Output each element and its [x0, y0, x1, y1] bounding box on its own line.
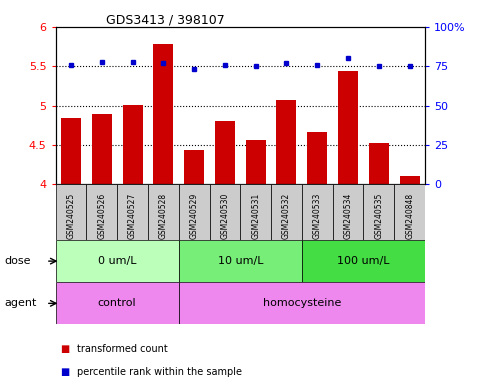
Text: 100 um/L: 100 um/L — [337, 256, 390, 266]
Bar — [56, 282, 179, 324]
Bar — [276, 100, 297, 184]
Bar — [369, 143, 389, 184]
Bar — [56, 240, 179, 282]
Text: percentile rank within the sample: percentile rank within the sample — [77, 367, 242, 377]
Text: agent: agent — [5, 298, 37, 308]
Text: GSM240535: GSM240535 — [374, 193, 384, 239]
Text: GSM240527: GSM240527 — [128, 193, 137, 239]
Bar — [92, 114, 112, 184]
Text: homocysteine: homocysteine — [263, 298, 341, 308]
Bar — [148, 184, 179, 240]
Bar — [117, 184, 148, 240]
Text: 0 um/L: 0 um/L — [98, 256, 136, 266]
Bar — [333, 184, 364, 240]
Text: GSM240532: GSM240532 — [282, 193, 291, 239]
Text: GSM240528: GSM240528 — [159, 193, 168, 239]
Text: GSM240530: GSM240530 — [220, 193, 229, 239]
Bar — [215, 121, 235, 184]
Text: GSM240529: GSM240529 — [190, 193, 199, 239]
Bar — [153, 44, 173, 184]
Text: GSM240848: GSM240848 — [405, 193, 414, 239]
Bar — [240, 184, 271, 240]
Text: 10 um/L: 10 um/L — [217, 256, 263, 266]
Text: ■: ■ — [60, 367, 70, 377]
Bar — [61, 118, 81, 184]
Bar — [179, 240, 302, 282]
Bar — [246, 140, 266, 184]
Text: GDS3413 / 398107: GDS3413 / 398107 — [106, 13, 225, 26]
Text: transformed count: transformed count — [77, 344, 168, 354]
Bar — [179, 282, 425, 324]
Bar — [364, 184, 394, 240]
Text: control: control — [98, 298, 136, 308]
Text: GSM240534: GSM240534 — [343, 193, 353, 239]
Bar — [210, 184, 240, 240]
Bar — [123, 105, 142, 184]
Bar — [307, 132, 327, 184]
Bar — [399, 175, 420, 184]
Text: GSM240533: GSM240533 — [313, 193, 322, 239]
Text: GSM240525: GSM240525 — [67, 193, 75, 239]
Bar — [302, 184, 333, 240]
Bar — [394, 184, 425, 240]
Text: GSM240531: GSM240531 — [251, 193, 260, 239]
Bar — [302, 240, 425, 282]
Bar — [56, 184, 86, 240]
Bar — [271, 184, 302, 240]
Bar — [179, 184, 210, 240]
Bar — [338, 71, 358, 184]
Bar — [184, 151, 204, 184]
Bar — [86, 184, 117, 240]
Text: GSM240526: GSM240526 — [97, 193, 106, 239]
Text: ■: ■ — [60, 344, 70, 354]
Text: dose: dose — [5, 256, 31, 266]
